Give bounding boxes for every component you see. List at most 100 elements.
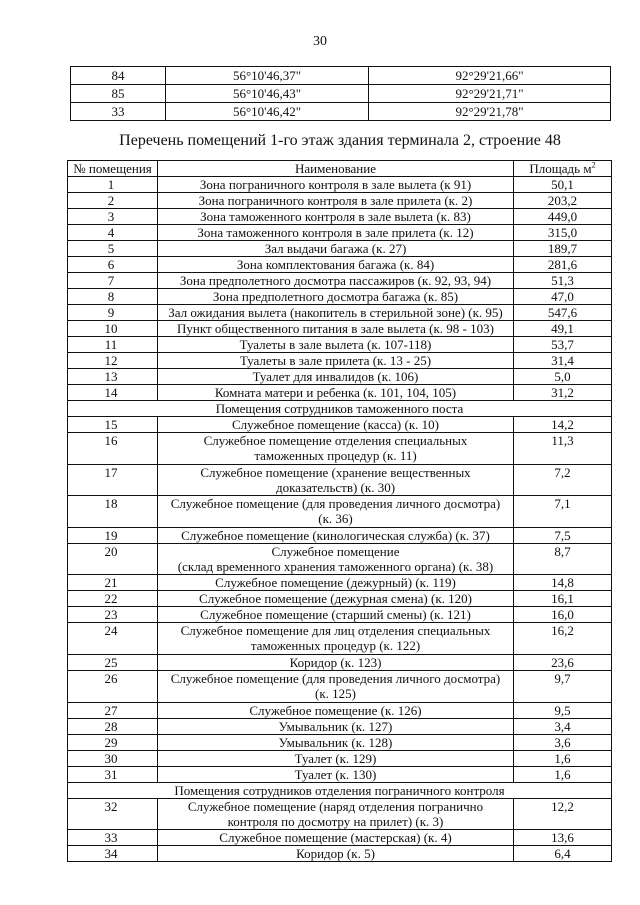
room-area: 14,8 xyxy=(513,574,612,592)
room-name: Туалеты в зале прилета (к. 13 - 25) xyxy=(157,352,514,369)
room-number: 23 xyxy=(67,606,158,624)
table-row: 34 Коридор (к. 5) 6,4 xyxy=(67,845,612,863)
room-area: 7,2 xyxy=(513,463,612,497)
room-number: 20 xyxy=(67,542,158,576)
room-name: Служебное помещение отделения специальны… xyxy=(157,432,514,465)
table-row: 12 Туалеты в зале прилета (к. 13 - 25) 31,… xyxy=(67,352,612,369)
table-row: 20 Служебное помещение (склад временного … xyxy=(67,542,612,576)
room-area: 51,3 xyxy=(513,272,612,289)
room-area: 7,1 xyxy=(513,495,612,528)
header-number: № помещения xyxy=(67,160,158,177)
room-name: Зона предполетного досмотра пассажиров (… xyxy=(157,272,514,289)
table-row: 28 Умывальник (к. 127) 3,4 xyxy=(67,717,612,735)
room-area: 13,6 xyxy=(513,829,612,847)
room-area: 14,2 xyxy=(513,416,612,433)
room-number: 34 xyxy=(67,845,158,863)
room-number: 26 xyxy=(67,669,158,703)
room-area: 31,2 xyxy=(513,384,612,401)
room-area: 49,1 xyxy=(513,320,612,337)
room-name: Служебное помещение (для проведения личн… xyxy=(157,669,514,703)
room-area: 203,2 xyxy=(513,192,612,209)
room-name: Зона пограничного контроля в зале вылета… xyxy=(157,176,514,193)
room-name: Туалет (к. 130) xyxy=(157,765,514,783)
room-area: 7,5 xyxy=(513,526,612,544)
room-number: 32 xyxy=(67,797,158,831)
room-name: Зона таможенного контроля в зале вылета … xyxy=(157,208,514,225)
latitude: 56°10'46,42" xyxy=(165,102,369,121)
room-area: 189,7 xyxy=(513,240,612,257)
table-row: 17 Служебное помещение (хранение веществе… xyxy=(67,463,612,497)
room-area: 47,0 xyxy=(513,288,612,305)
room-number: 28 xyxy=(67,717,158,735)
table-row: 5 Зал выдачи багажа (к. 27) 189,7 xyxy=(67,240,612,257)
room-name: Зона пограничного контроля в зале прилет… xyxy=(157,192,514,209)
room-number: 25 xyxy=(67,653,158,671)
room-number: 18 xyxy=(67,495,158,528)
table-row: 8 Зона предполетного досмотра багажа (к. … xyxy=(67,288,612,305)
table-row: 2 Зона пограничного контроля в зале приле… xyxy=(67,192,612,209)
table-row: 3 Зона таможенного контроля в зале вылета… xyxy=(67,208,612,225)
room-area: 449,0 xyxy=(513,208,612,225)
room-name: Зона комплектования багажа (к. 84) xyxy=(157,256,514,273)
room-name: Зал выдачи багажа (к. 27) xyxy=(157,240,514,257)
header-name: Наименование xyxy=(157,160,514,177)
rooms-table-header: № помещения Наименование Площадь м2 xyxy=(67,160,612,177)
room-number: 5 xyxy=(67,240,158,257)
section-row: Помещения сотрудников таможенного поста xyxy=(67,400,612,417)
room-area: 3,6 xyxy=(513,733,612,751)
room-name: Зал ожидания вылета (накопитель в стерил… xyxy=(157,304,514,321)
table-row: 9 Зал ожидания вылета (накопитель в стери… xyxy=(67,304,612,321)
room-name: Туалет (к. 129) xyxy=(157,749,514,767)
table-row: 13 Туалет для инвалидов (к. 106) 5,0 xyxy=(67,368,612,385)
room-number: 4 xyxy=(67,224,158,241)
room-area: 16,1 xyxy=(513,590,612,608)
rooms-table: № помещения Наименование Площадь м2 1 Зон… xyxy=(67,160,612,863)
room-area: 8,7 xyxy=(513,542,612,576)
room-area: 16,0 xyxy=(513,606,612,624)
room-number: 12 xyxy=(67,352,158,369)
table-row: 22 Служебное помещение (дежурная смена) (… xyxy=(67,590,612,608)
table-row: 25 Коридор (к. 123) 23,6 xyxy=(67,653,612,671)
room-name: Служебное помещение (к. 126) xyxy=(157,701,514,719)
table-row: 4 Зона таможенного контроля в зале прилет… xyxy=(67,224,612,241)
table-row: 27 Служебное помещение (к. 126) 9,5 xyxy=(67,701,612,719)
table-row: 26 Служебное помещение (для проведения ли… xyxy=(67,669,612,703)
section-title: Помещения сотрудников таможенного поста xyxy=(67,400,612,417)
room-name: Служебное помещение (дежурный) (к. 119) xyxy=(157,574,514,592)
table-row: 19 Служебное помещение (кинологическая сл… xyxy=(67,526,612,544)
room-name: Коридор (к. 5) xyxy=(157,845,514,863)
room-number: 22 xyxy=(67,590,158,608)
room-number: 8 xyxy=(67,288,158,305)
table-row: 11 Туалеты в зале вылета (к. 107-118) 53,7 xyxy=(67,336,612,353)
table-row: 31 Туалет (к. 130) 1,6 xyxy=(67,765,612,783)
room-number: 1 xyxy=(67,176,158,193)
room-area: 9,5 xyxy=(513,701,612,719)
latitude: 56°10'46,43" xyxy=(165,84,369,103)
table-row: 32 Служебное помещение (наряд отделения п… xyxy=(67,797,612,831)
coordinates-row: 85 56°10'46,43" 92°29'21,71" xyxy=(70,84,611,103)
room-name: Умывальник (к. 128) xyxy=(157,733,514,751)
table-row: 21 Служебное помещение (дежурный) (к. 119… xyxy=(67,574,612,592)
table-row: 24 Служебное помещение для лиц отделения … xyxy=(67,622,612,655)
room-number: 31 xyxy=(67,765,158,783)
room-area: 12,2 xyxy=(513,797,612,831)
room-name: Коридор (к. 123) xyxy=(157,653,514,671)
room-area: 53,7 xyxy=(513,336,612,353)
room-name: Служебное помещение (дежурная смена) (к.… xyxy=(157,590,514,608)
room-name: Служебное помещение (для проведения личн… xyxy=(157,495,514,528)
header-area-label: Площадь м xyxy=(529,161,592,176)
room-area: 281,6 xyxy=(513,256,612,273)
room-number: 30 xyxy=(67,749,158,767)
room-name: Туалеты в зале вылета (к. 107-118) xyxy=(157,336,514,353)
room-area: 5,0 xyxy=(513,368,612,385)
room-area: 6,4 xyxy=(513,845,612,863)
room-name: Служебное помещение (касса) (к. 10) xyxy=(157,416,514,433)
table-row: 7 Зона предполетного досмотра пассажиров … xyxy=(67,272,612,289)
room-area: 31,4 xyxy=(513,352,612,369)
room-area: 315,0 xyxy=(513,224,612,241)
room-name: Служебное помещение (кинологическая служ… xyxy=(157,526,514,544)
room-number: 27 xyxy=(67,701,158,719)
coordinates-row: 33 56°10'46,42" 92°29'21,78" xyxy=(70,102,611,121)
table-row: 1 Зона пограничного контроля в зале вылет… xyxy=(67,176,612,193)
room-name: Служебное помещение для лиц отделения сп… xyxy=(157,622,514,655)
